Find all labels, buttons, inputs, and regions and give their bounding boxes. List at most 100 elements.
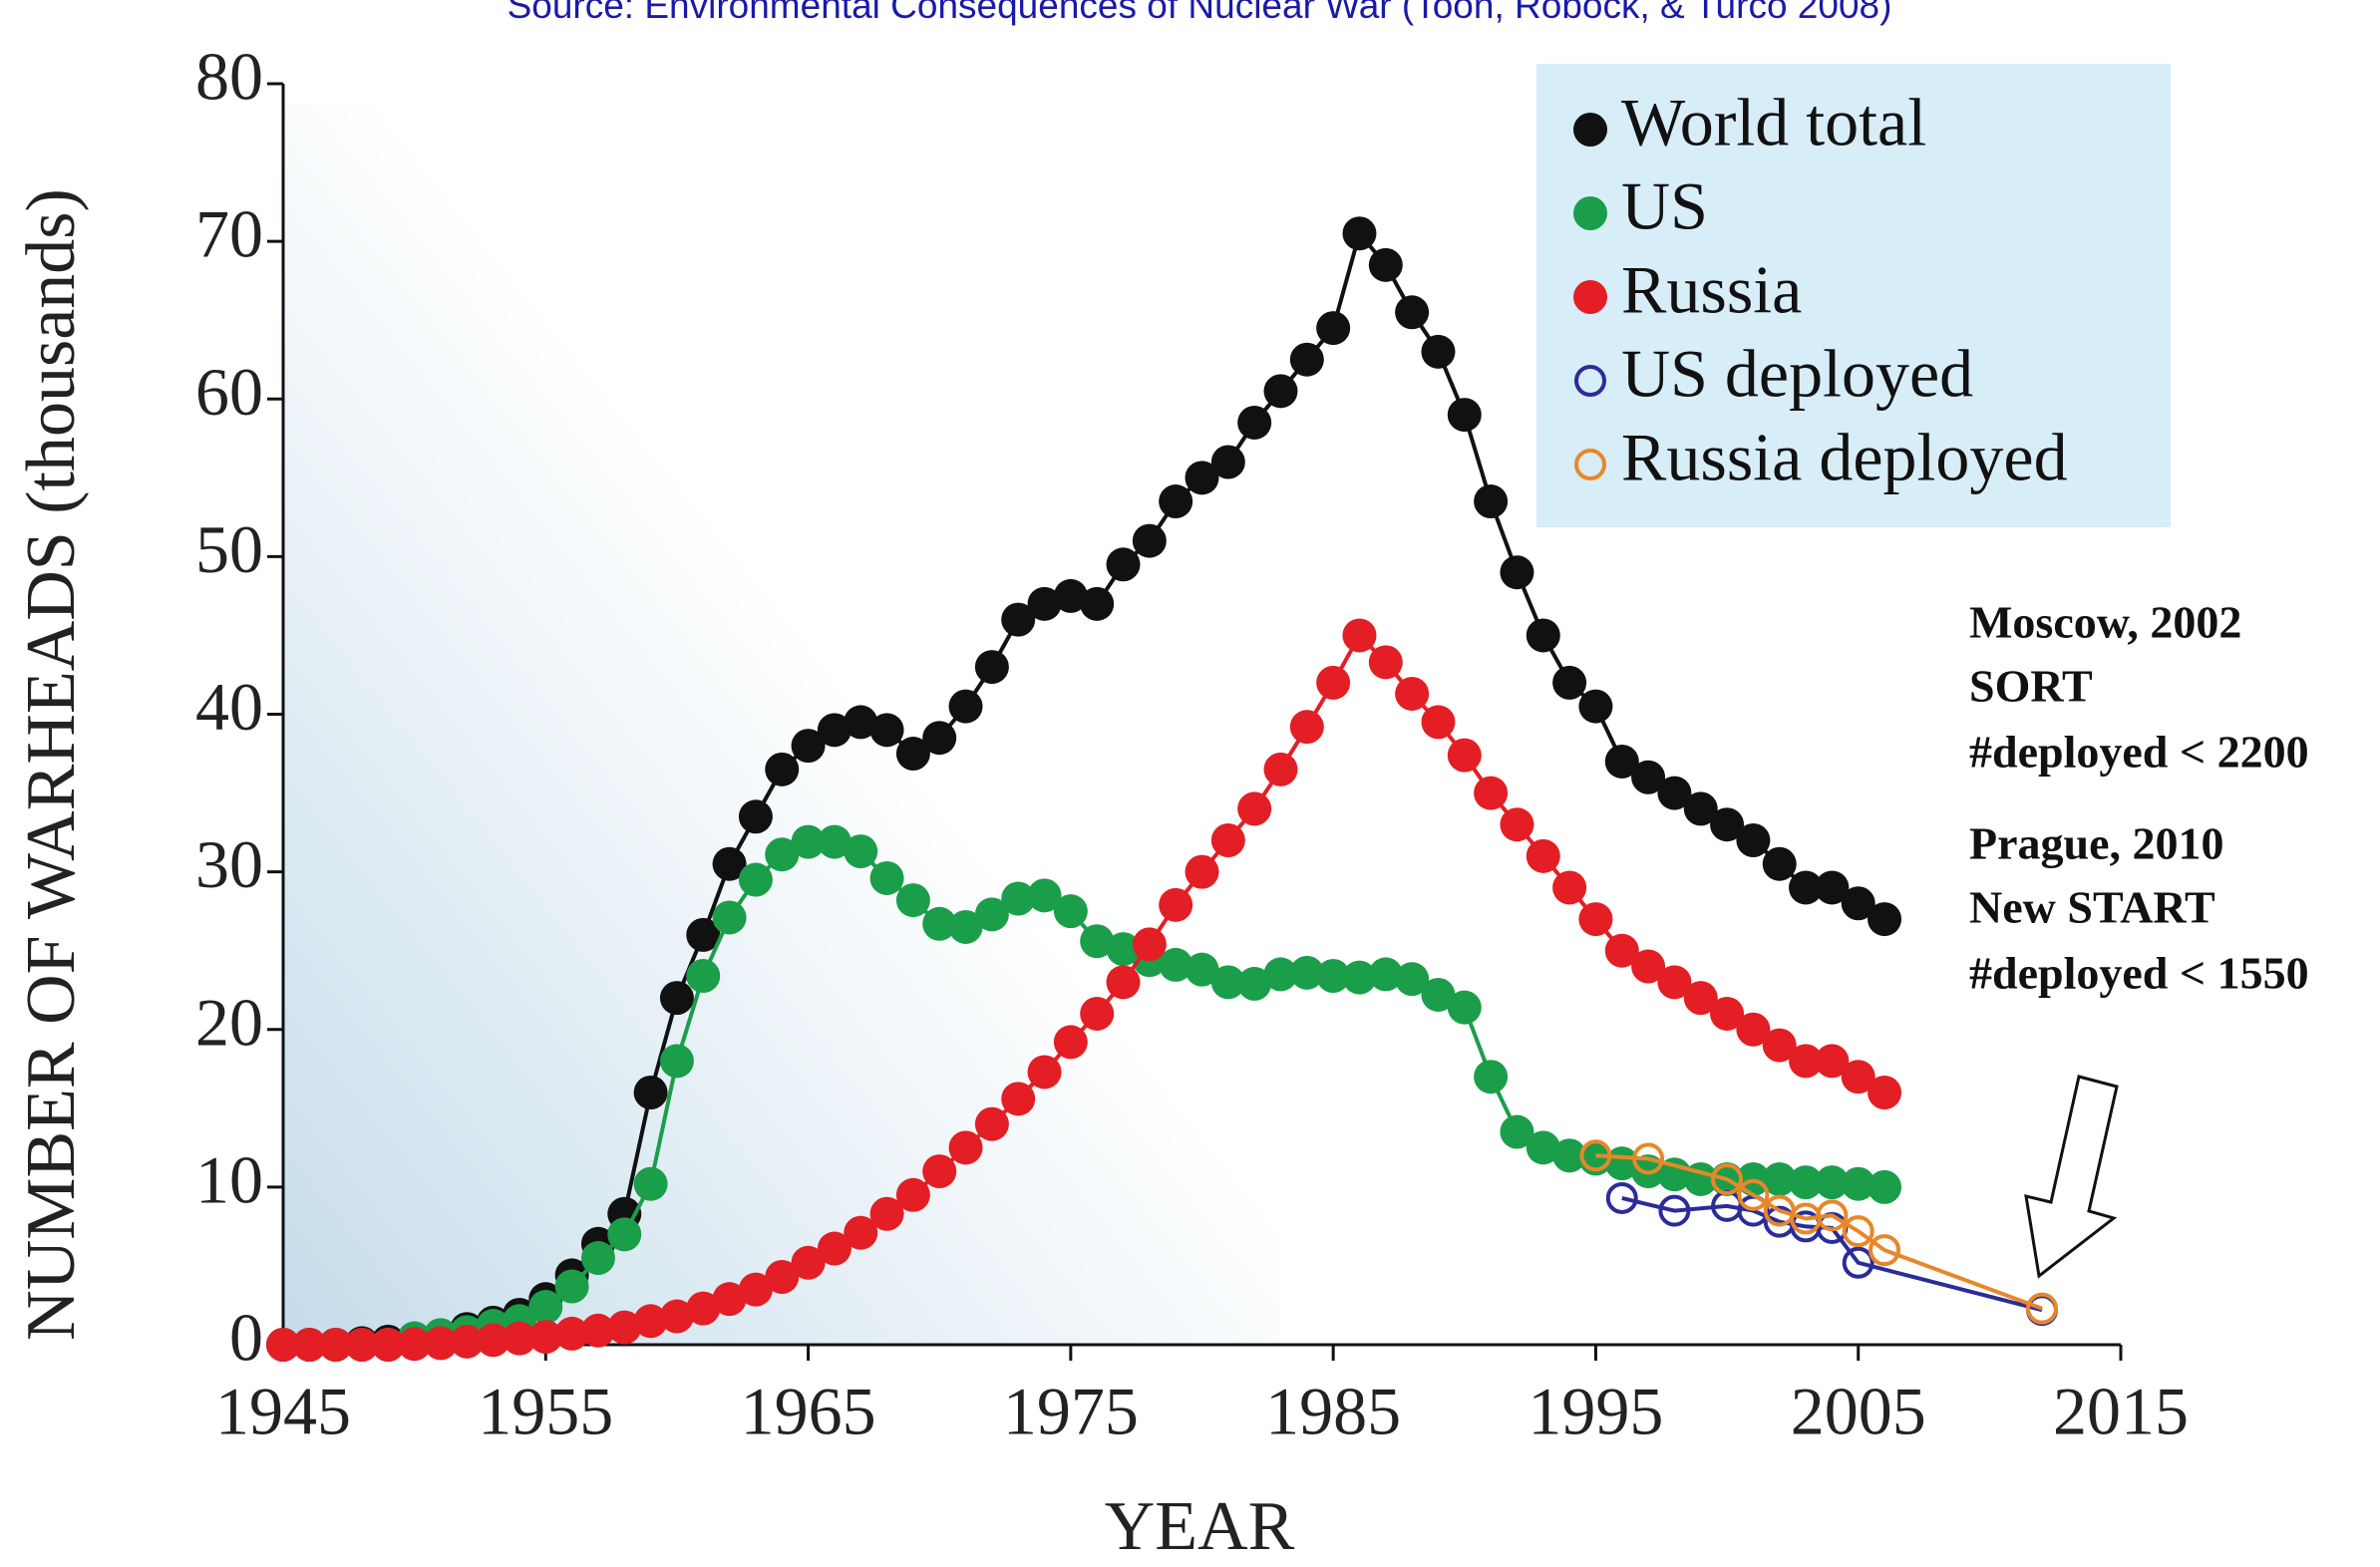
- data-point: [344, 1328, 379, 1362]
- data-point: [1159, 887, 1193, 922]
- data-point: [1815, 1165, 1850, 1200]
- legend-box: [1536, 64, 2171, 527]
- data-point: [1632, 1142, 1665, 1175]
- y-tick-label: 50: [195, 511, 263, 587]
- x-tick-label: 1965: [741, 1374, 876, 1449]
- data-point: [1474, 1060, 1509, 1095]
- annotation: Moscow, 2002: [1969, 597, 2241, 648]
- data-point: [1841, 1060, 1875, 1095]
- data-point: [1185, 952, 1219, 987]
- data-point: [1710, 807, 1745, 842]
- data-point: [895, 883, 930, 918]
- y-tick-label: 0: [229, 1300, 263, 1376]
- data-point: [1474, 484, 1509, 519]
- data-point: [1237, 966, 1272, 1001]
- y-tick-label: 10: [195, 1141, 263, 1217]
- data-point: [817, 824, 851, 859]
- data-point: [948, 909, 983, 944]
- data-point: [266, 1328, 300, 1362]
- data-point: [1841, 1166, 1875, 1201]
- annotation: #deployed < 1550: [1969, 948, 2309, 999]
- data-point: [1842, 1215, 1874, 1248]
- data-point: [1526, 618, 1560, 653]
- data-point: [791, 1245, 826, 1280]
- y-tick-label: 60: [195, 354, 263, 430]
- x-axis-label: YEAR: [1105, 1488, 1295, 1565]
- legend-label: World total: [1621, 85, 1926, 160]
- data-point: [1263, 957, 1298, 992]
- data-point: [791, 824, 826, 859]
- data-point: [869, 860, 904, 895]
- data-point: [1080, 586, 1115, 621]
- x-tick-label: 2005: [1791, 1374, 1926, 1449]
- y-tick-label: 20: [195, 984, 263, 1060]
- data-point: [1736, 1012, 1771, 1047]
- data-point: [686, 1291, 721, 1326]
- legend-label: Russia: [1621, 252, 1802, 328]
- legend-label: US deployed: [1621, 336, 1973, 412]
- data-point: [895, 737, 930, 772]
- data-point: [1842, 1246, 1874, 1279]
- data-point: [659, 1044, 694, 1079]
- data-point: [1552, 1138, 1587, 1173]
- data-point: [1080, 996, 1115, 1031]
- annotation: SORT: [1969, 661, 2093, 712]
- data-point: [1159, 947, 1193, 982]
- data-point: [1868, 1169, 1902, 1204]
- data-point: [1841, 886, 1875, 921]
- data-point: [1815, 1044, 1850, 1079]
- data-point: [1053, 894, 1088, 929]
- data-point: [765, 837, 800, 872]
- data-point: [1869, 1234, 1901, 1267]
- data-point: [686, 917, 721, 952]
- data-point: [1342, 618, 1377, 653]
- data-point: [686, 958, 721, 993]
- data-point: [1762, 1161, 1797, 1196]
- data-point: [1027, 586, 1062, 621]
- data-point: [1080, 924, 1115, 959]
- data-point: [1001, 602, 1036, 637]
- data-point: [1789, 1044, 1824, 1079]
- y-tick-label: 40: [195, 669, 263, 745]
- data-point: [1001, 1082, 1036, 1116]
- data-point: [922, 906, 957, 941]
- data-point: [1447, 738, 1482, 773]
- data-point: [948, 1130, 983, 1165]
- data-point: [1578, 902, 1613, 937]
- data-point: [292, 1328, 327, 1362]
- data-point: [1106, 965, 1141, 1000]
- data-point: [1263, 752, 1298, 786]
- legend-marker: [1574, 449, 1606, 480]
- data-point: [502, 1321, 536, 1356]
- data-point: [1210, 823, 1245, 857]
- data-point: [1657, 965, 1692, 1000]
- data-point: [1500, 807, 1534, 842]
- data-point: [738, 862, 773, 897]
- data-point: [1868, 902, 1902, 937]
- x-tick-label: 1995: [1528, 1374, 1663, 1449]
- data-point: [659, 981, 694, 1016]
- data-point: [1737, 1178, 1770, 1211]
- data-point: [1289, 955, 1324, 990]
- data-point: [974, 650, 1009, 685]
- data-point: [1868, 1076, 1902, 1109]
- data-point: [948, 689, 983, 724]
- data-point: [450, 1324, 485, 1359]
- data-point: [1395, 676, 1430, 711]
- x-tick-label: 1975: [1003, 1374, 1139, 1449]
- data-point: [1631, 760, 1666, 794]
- data-point: [1421, 705, 1456, 740]
- data-point: [1316, 958, 1351, 993]
- data-point: [476, 1323, 510, 1358]
- data-point: [580, 1313, 615, 1348]
- chart-title: Source: Environmental Consequences of Nu…: [508, 0, 1892, 26]
- data-point: [1789, 870, 1824, 905]
- data-point: [765, 1260, 800, 1295]
- data-point: [1210, 965, 1245, 1000]
- data-point: [1289, 342, 1324, 377]
- data-point: [869, 713, 904, 748]
- data-point: [554, 1316, 589, 1351]
- data-point: [1447, 990, 1482, 1025]
- data-point: [1683, 791, 1718, 826]
